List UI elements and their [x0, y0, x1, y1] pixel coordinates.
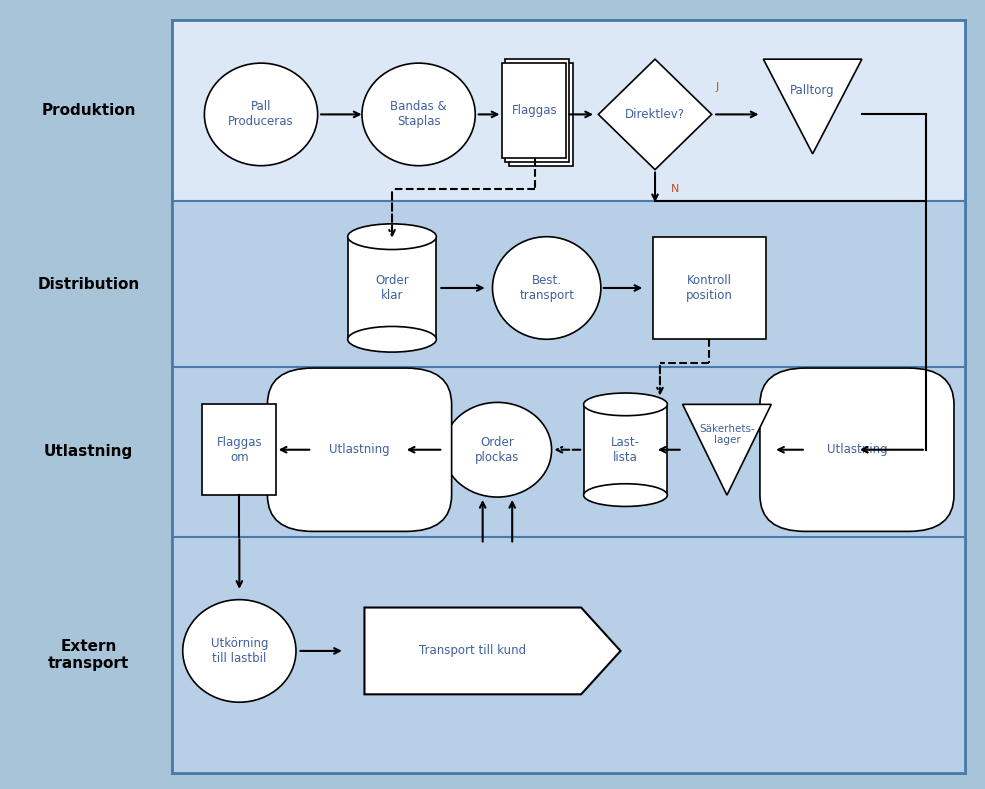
Text: Palltorg: Palltorg: [790, 84, 835, 97]
Ellipse shape: [348, 224, 436, 249]
FancyBboxPatch shape: [760, 368, 953, 532]
FancyBboxPatch shape: [505, 59, 569, 162]
Text: Extern
transport: Extern transport: [48, 638, 129, 671]
Ellipse shape: [362, 63, 476, 166]
FancyBboxPatch shape: [584, 405, 668, 495]
FancyBboxPatch shape: [268, 368, 451, 532]
Text: Pall
Produceras: Pall Produceras: [229, 100, 294, 129]
Text: J: J: [715, 82, 719, 92]
FancyBboxPatch shape: [172, 367, 965, 537]
FancyBboxPatch shape: [502, 63, 566, 158]
Ellipse shape: [205, 63, 318, 166]
Text: Utlastning: Utlastning: [329, 443, 390, 456]
Text: Utlastning: Utlastning: [44, 444, 133, 459]
Text: Säkerhets-
lager: Säkerhets- lager: [699, 424, 755, 446]
FancyBboxPatch shape: [172, 537, 965, 773]
Ellipse shape: [584, 393, 668, 416]
FancyBboxPatch shape: [172, 20, 965, 201]
Text: Utlastning: Utlastning: [826, 443, 887, 456]
Text: Best.
transport: Best. transport: [519, 274, 574, 302]
Text: Order
plockas: Order plockas: [475, 436, 520, 464]
Ellipse shape: [492, 237, 601, 339]
Text: Order
klar: Order klar: [375, 274, 409, 302]
Text: Last-
lista: Last- lista: [611, 436, 640, 464]
Text: Flaggas
om: Flaggas om: [217, 436, 262, 464]
FancyBboxPatch shape: [203, 405, 276, 495]
Ellipse shape: [584, 484, 668, 507]
Polygon shape: [683, 405, 771, 495]
Polygon shape: [599, 59, 711, 170]
Text: N: N: [671, 185, 679, 194]
FancyBboxPatch shape: [509, 63, 573, 166]
Ellipse shape: [182, 600, 296, 702]
FancyBboxPatch shape: [652, 237, 766, 339]
Polygon shape: [364, 608, 621, 694]
Ellipse shape: [348, 327, 436, 352]
Text: Produktion: Produktion: [41, 103, 136, 118]
Text: Flaggas: Flaggas: [512, 104, 558, 117]
FancyBboxPatch shape: [172, 20, 965, 773]
Text: Distribution: Distribution: [37, 276, 140, 292]
FancyBboxPatch shape: [348, 237, 436, 339]
Text: Transport till kund: Transport till kund: [420, 645, 526, 657]
Ellipse shape: [443, 402, 552, 497]
Text: Utkörning
till lastbil: Utkörning till lastbil: [211, 637, 268, 665]
Text: Kontroll
position: Kontroll position: [686, 274, 733, 302]
FancyBboxPatch shape: [172, 201, 965, 367]
Text: Bandas &
Staplas: Bandas & Staplas: [390, 100, 447, 129]
Polygon shape: [763, 59, 862, 154]
Text: Direktlev?: Direktlev?: [625, 108, 685, 121]
